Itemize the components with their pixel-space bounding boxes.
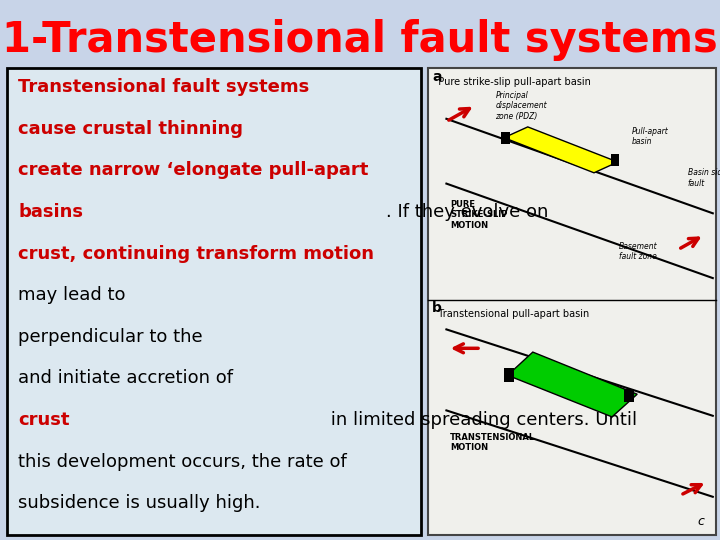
Text: PURE
STRIKE-SLIP
MOTION: PURE STRIKE-SLIP MOTION <box>450 200 508 230</box>
Text: Pure strike-slip pull-apart basin: Pure strike-slip pull-apart basin <box>432 77 591 87</box>
Text: 1-Transtensional fault systems: 1-Transtensional fault systems <box>2 19 718 61</box>
Text: Transtensional fault systems: Transtensional fault systems <box>18 78 310 96</box>
Polygon shape <box>508 352 637 417</box>
Text: TRANSTENSIONAL
MOTION: TRANSTENSIONAL MOTION <box>450 433 535 453</box>
Text: this development occurs, the rate of: this development occurs, the rate of <box>18 453 347 470</box>
Text: Basement
fault zone: Basement fault zone <box>619 242 658 261</box>
Text: Transtensional pull-apart basin: Transtensional pull-apart basin <box>432 309 589 320</box>
Text: create narrow ‘elongate pull-apart: create narrow ‘elongate pull-apart <box>18 161 369 179</box>
Polygon shape <box>504 127 618 173</box>
Text: b: b <box>432 301 442 315</box>
Text: cause crustal thinning: cause crustal thinning <box>18 120 243 138</box>
Text: in limited spreading centers. Until: in limited spreading centers. Until <box>325 411 636 429</box>
FancyBboxPatch shape <box>428 68 716 535</box>
FancyBboxPatch shape <box>7 68 421 535</box>
Bar <box>624 389 634 402</box>
Text: c: c <box>697 515 704 528</box>
Text: crust, continuing transform motion: crust, continuing transform motion <box>18 245 374 262</box>
Text: Basin sidewall
fault: Basin sidewall fault <box>688 168 720 188</box>
Text: subsidence is usually high.: subsidence is usually high. <box>18 494 261 512</box>
Text: and initiate accretion of: and initiate accretion of <box>18 369 239 387</box>
Text: crust: crust <box>18 411 70 429</box>
Text: may lead to: may lead to <box>18 286 131 304</box>
Text: a: a <box>432 70 441 84</box>
Bar <box>501 132 510 144</box>
Text: Pull-apart
basin: Pull-apart basin <box>632 127 669 146</box>
Text: . If they evolve on: . If they evolve on <box>386 203 554 221</box>
Bar <box>611 154 619 166</box>
Text: Principal
displacement
zone (PDZ): Principal displacement zone (PDZ) <box>495 91 547 120</box>
Bar <box>504 368 514 382</box>
Text: perpendicular to the: perpendicular to the <box>18 328 208 346</box>
Text: basins: basins <box>18 203 83 221</box>
